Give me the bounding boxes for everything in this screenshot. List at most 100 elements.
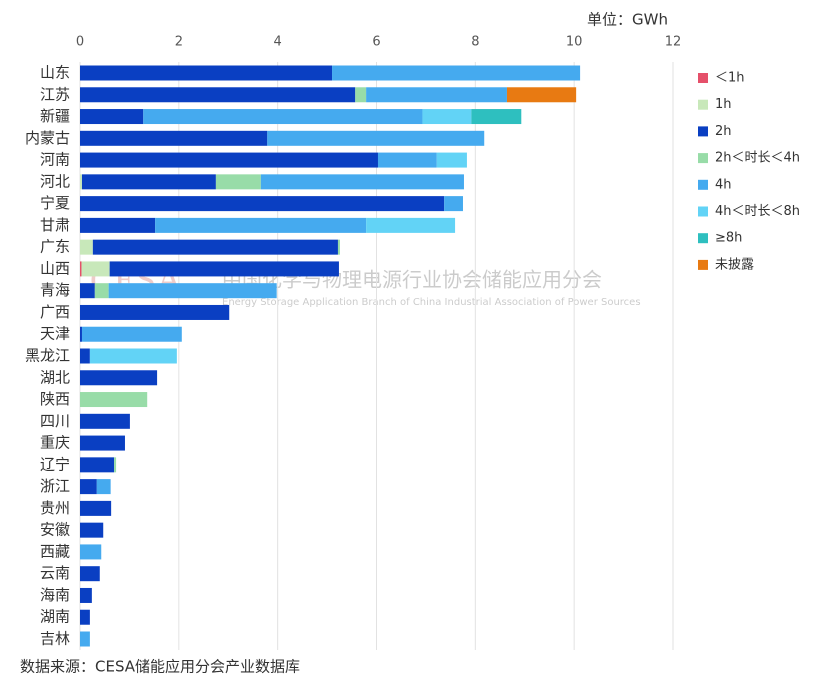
bar-segment	[80, 609, 90, 625]
legend-swatch	[698, 126, 708, 137]
bar-segment	[80, 152, 378, 168]
bar-segment	[215, 174, 261, 190]
x-tick-label: 4	[274, 35, 282, 50]
x-tick-label: 2	[175, 35, 183, 50]
y-tick-label: 浙江	[40, 477, 70, 495]
bar-segment	[355, 87, 367, 103]
bar-segment	[80, 65, 333, 81]
legend-swatch	[698, 153, 708, 164]
bar-segment	[80, 109, 144, 125]
y-tick-label: 河南	[40, 151, 70, 169]
bar-segment	[422, 109, 472, 125]
legend-label: 4h＜时长＜8h	[715, 204, 800, 219]
legend-swatch	[698, 206, 708, 217]
y-tick-label: 广西	[40, 303, 70, 321]
x-tick-label: 6	[372, 35, 380, 50]
bar-segment	[143, 109, 423, 125]
y-tick-label: 西藏	[40, 542, 70, 560]
bar-segment	[80, 457, 115, 473]
y-tick-label: 重庆	[40, 434, 70, 452]
bar-segment	[366, 217, 456, 233]
y-tick-label: 四川	[40, 412, 70, 430]
legend-label: 未披露	[715, 257, 754, 272]
y-tick-label: 湖南	[40, 608, 70, 626]
y-tick-label: 甘肃	[40, 216, 70, 234]
y-tick-label: 云南	[40, 564, 70, 582]
y-tick-label: 江苏	[40, 85, 70, 103]
y-tick-label: 辽宁	[40, 455, 70, 473]
bar-segment	[332, 65, 581, 81]
bar-segment	[80, 326, 82, 342]
y-tick-label: 陕西	[40, 390, 70, 408]
bar-segment	[81, 261, 110, 277]
bar-segment	[92, 239, 338, 255]
bar-segment	[80, 500, 112, 516]
bar-segment	[80, 370, 158, 386]
x-tick-label: 0	[76, 35, 84, 50]
bar-segment	[80, 587, 92, 603]
legend-swatch	[698, 99, 708, 110]
legend-swatch	[698, 179, 708, 190]
y-tick-label: 安徽	[40, 521, 70, 539]
bar-segment	[80, 413, 130, 429]
bar-segment	[337, 239, 340, 255]
y-tick-label: 内蒙古	[25, 129, 70, 147]
x-tick-label: 10	[566, 35, 583, 50]
bar-segment	[80, 348, 90, 364]
bar-segment	[80, 261, 82, 277]
bar-segment	[377, 152, 437, 168]
bar-segment	[260, 174, 464, 190]
y-tick-label: 广东	[40, 238, 70, 256]
legend-swatch	[698, 233, 708, 244]
bar-segment	[80, 87, 356, 103]
bar-segment	[80, 239, 93, 255]
y-tick-label: 青海	[40, 281, 70, 299]
y-tick-label: 山东	[40, 64, 70, 82]
legend-swatch	[698, 259, 708, 270]
bar-segment	[80, 631, 90, 647]
bar-segment	[80, 217, 156, 233]
source: 数据来源：CESA储能应用分会产业数据库	[20, 658, 300, 676]
bar-segment	[80, 435, 125, 451]
y-tick-label: 新疆	[40, 107, 70, 125]
bar-segment	[506, 87, 577, 103]
x-tick-label: 8	[471, 35, 479, 50]
bar-segment	[80, 304, 230, 320]
bar-segment	[444, 196, 463, 212]
legend-label: ≥8h	[715, 231, 742, 246]
legend-label: 2h	[715, 124, 732, 139]
bar-segment	[94, 283, 109, 299]
bar-segment	[81, 174, 216, 190]
bar-segment	[267, 130, 485, 146]
bar-segment	[366, 87, 507, 103]
bar-segment	[155, 217, 367, 233]
y-tick-label: 天津	[40, 325, 70, 343]
bar-segment	[80, 544, 102, 560]
y-tick-label: 河北	[40, 172, 70, 190]
unit-label: 单位：GWh	[587, 11, 668, 29]
bar-segment	[114, 457, 117, 473]
y-tick-label: 海南	[40, 586, 70, 604]
y-tick-label: 黑龙江	[25, 347, 70, 365]
y-tick-label: 湖北	[40, 368, 70, 386]
y-tick-label: 贵州	[40, 499, 70, 517]
watermark-subtitle: Energy Storage Application Branch of Chi…	[222, 297, 641, 308]
bar-segment	[96, 479, 111, 495]
bar-segment	[80, 566, 100, 582]
y-tick-label: 山西	[40, 259, 70, 277]
bar-segment	[108, 283, 277, 299]
bar-segment	[80, 196, 445, 212]
y-tick-label: 吉林	[40, 630, 70, 648]
bar-segment	[80, 174, 82, 190]
bar-segment	[80, 479, 97, 495]
legend-label: 1h	[715, 97, 732, 112]
bar-segment	[81, 326, 182, 342]
bar-segment	[436, 152, 467, 168]
bar-segment	[80, 283, 95, 299]
bar-segment	[80, 392, 148, 408]
bar-segment	[109, 261, 339, 277]
bar-segment	[471, 109, 522, 125]
legend-label: 2h＜时长＜4h	[715, 151, 800, 166]
